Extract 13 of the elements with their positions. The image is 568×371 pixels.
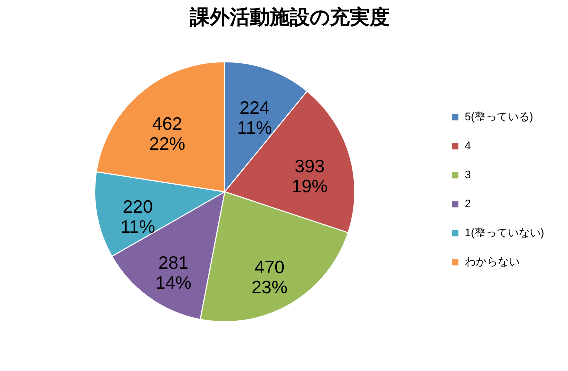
data-label: 281 14% xyxy=(156,252,192,293)
legend-label: 1(整っていない) xyxy=(465,228,544,240)
data-label: 393 19% xyxy=(292,156,328,196)
legend-label: 2 xyxy=(465,198,472,210)
legend-label: 4 xyxy=(465,140,472,152)
data-label: 470 23% xyxy=(252,257,288,298)
legend-label: 5(整っている) xyxy=(465,112,534,124)
data-label: 462 22% xyxy=(149,114,186,154)
data-label: 220 11% xyxy=(120,197,156,238)
legend-label: 3 xyxy=(465,170,472,182)
data-label: 224 11% xyxy=(237,98,272,138)
legend-label: わからない xyxy=(465,256,520,268)
chart-title: 課外活動施設の充実度 xyxy=(189,6,390,29)
